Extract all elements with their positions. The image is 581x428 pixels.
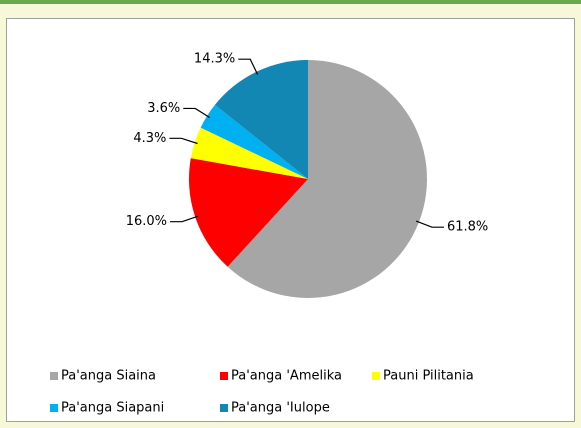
leader-line (238, 58, 259, 75)
data-label: 16.0% (126, 214, 167, 229)
legend-swatch (50, 372, 58, 380)
legend-swatch (220, 404, 228, 412)
leader-line (415, 220, 444, 228)
leader-line (170, 215, 199, 223)
legend-label: Pa'anga Siapani (61, 401, 164, 416)
legend-label: Pa'anga 'Amelika (231, 369, 342, 384)
data-label: 61.8% (447, 220, 488, 235)
legend-label: Pauni Pilitania (383, 369, 474, 384)
data-label: 14.3% (194, 52, 235, 67)
legend-swatch (50, 404, 58, 412)
legend-label: Pa'anga Siaina (61, 369, 156, 384)
top-border (0, 0, 581, 4)
legend-swatch (220, 372, 228, 380)
pie-slice (214, 59, 308, 179)
pie-slice (227, 60, 427, 298)
data-label: 4.3% (133, 131, 166, 146)
legend-label: Pa'anga 'Iulope (231, 401, 330, 416)
leader-line (183, 107, 210, 118)
pie-slice (190, 127, 308, 179)
pie-slice (189, 158, 308, 267)
legend-swatch (372, 372, 380, 380)
pie-slice (200, 104, 308, 179)
data-label: 3.6% (147, 101, 180, 116)
leader-line (169, 137, 198, 145)
